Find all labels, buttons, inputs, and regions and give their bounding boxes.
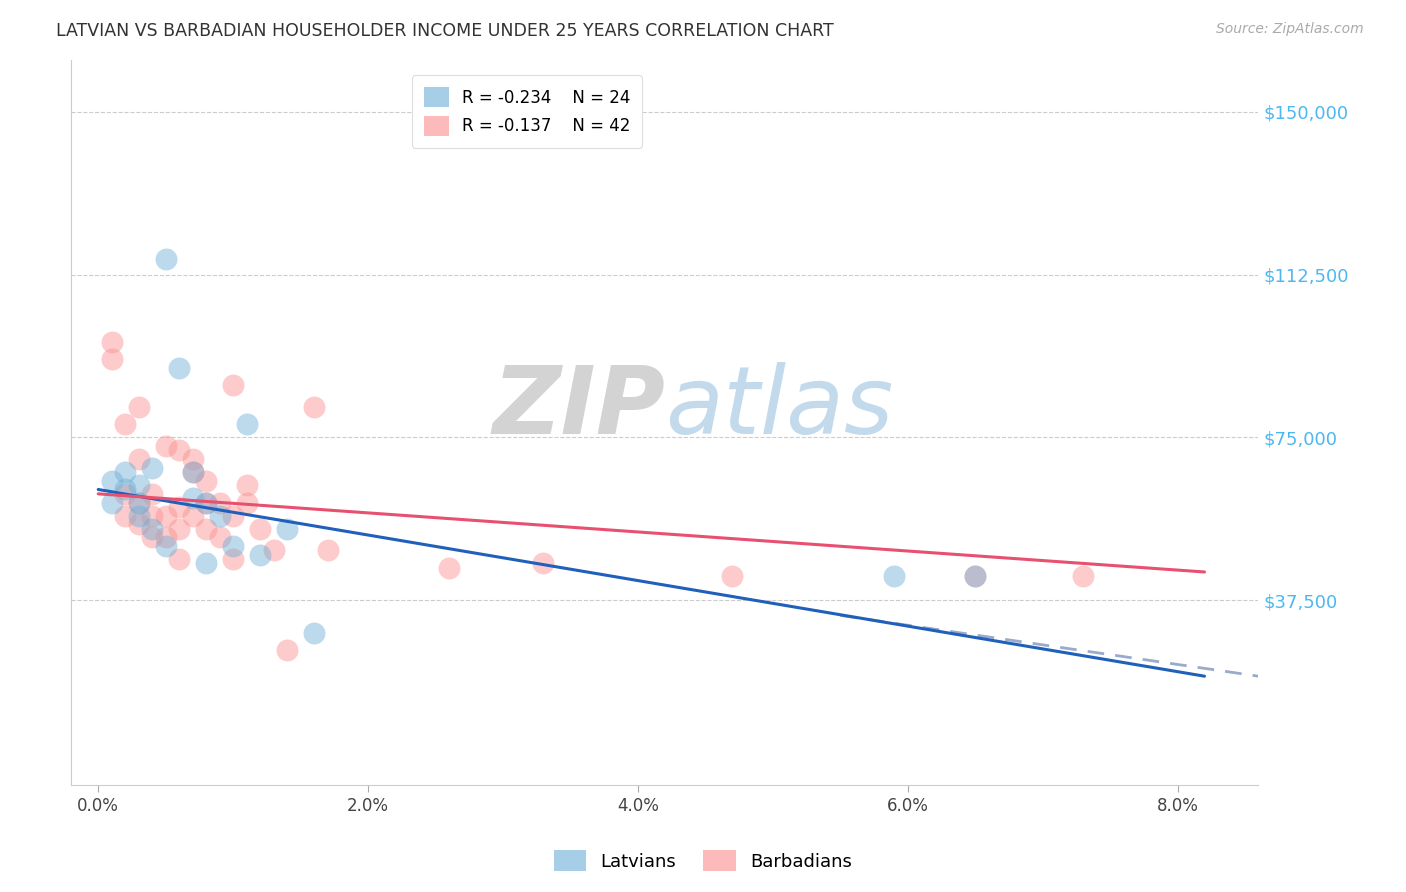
Point bbox=[128, 508, 150, 523]
Point bbox=[155, 539, 177, 553]
Point bbox=[181, 508, 204, 523]
Point bbox=[114, 508, 136, 523]
Point bbox=[141, 460, 163, 475]
Point bbox=[276, 643, 298, 657]
Text: Source: ZipAtlas.com: Source: ZipAtlas.com bbox=[1216, 22, 1364, 37]
Point bbox=[128, 495, 150, 509]
Point bbox=[533, 557, 555, 571]
Point bbox=[222, 552, 245, 566]
Point bbox=[114, 465, 136, 479]
Point bbox=[208, 508, 231, 523]
Point bbox=[222, 508, 245, 523]
Point bbox=[181, 452, 204, 467]
Point bbox=[965, 569, 987, 583]
Point bbox=[965, 569, 987, 583]
Point bbox=[128, 400, 150, 414]
Point bbox=[249, 522, 271, 536]
Legend: Latvians, Barbadians: Latvians, Barbadians bbox=[547, 843, 859, 879]
Point bbox=[302, 625, 325, 640]
Point bbox=[276, 522, 298, 536]
Point bbox=[302, 400, 325, 414]
Point bbox=[114, 487, 136, 501]
Point bbox=[100, 334, 122, 349]
Point bbox=[195, 557, 218, 571]
Point bbox=[1071, 569, 1094, 583]
Point bbox=[100, 495, 122, 509]
Point bbox=[155, 530, 177, 544]
Point bbox=[222, 539, 245, 553]
Point bbox=[195, 522, 218, 536]
Text: ZIP: ZIP bbox=[492, 361, 665, 454]
Point bbox=[167, 522, 190, 536]
Point bbox=[195, 495, 218, 509]
Point bbox=[114, 483, 136, 497]
Point bbox=[181, 465, 204, 479]
Point bbox=[721, 569, 744, 583]
Point bbox=[195, 495, 218, 509]
Point bbox=[167, 500, 190, 514]
Point bbox=[100, 474, 122, 488]
Point bbox=[128, 452, 150, 467]
Point bbox=[128, 517, 150, 532]
Text: atlas: atlas bbox=[665, 362, 893, 453]
Point bbox=[208, 495, 231, 509]
Point bbox=[437, 560, 460, 574]
Point bbox=[167, 552, 190, 566]
Point bbox=[141, 487, 163, 501]
Point bbox=[316, 543, 339, 558]
Point bbox=[208, 530, 231, 544]
Point bbox=[114, 417, 136, 432]
Point bbox=[167, 443, 190, 458]
Point bbox=[249, 548, 271, 562]
Point bbox=[155, 508, 177, 523]
Point bbox=[141, 508, 163, 523]
Point bbox=[883, 569, 905, 583]
Point bbox=[141, 530, 163, 544]
Point bbox=[128, 495, 150, 509]
Point bbox=[181, 491, 204, 505]
Point bbox=[141, 522, 163, 536]
Point bbox=[235, 478, 257, 492]
Point bbox=[100, 352, 122, 367]
Point bbox=[155, 252, 177, 267]
Point bbox=[195, 474, 218, 488]
Legend: R = -0.234    N = 24, R = -0.137    N = 42: R = -0.234 N = 24, R = -0.137 N = 42 bbox=[412, 75, 643, 147]
Point bbox=[167, 360, 190, 375]
Point bbox=[181, 465, 204, 479]
Point bbox=[235, 495, 257, 509]
Point bbox=[128, 478, 150, 492]
Point bbox=[235, 417, 257, 432]
Text: LATVIAN VS BARBADIAN HOUSEHOLDER INCOME UNDER 25 YEARS CORRELATION CHART: LATVIAN VS BARBADIAN HOUSEHOLDER INCOME … bbox=[56, 22, 834, 40]
Point bbox=[222, 378, 245, 392]
Point bbox=[263, 543, 285, 558]
Point bbox=[155, 439, 177, 453]
